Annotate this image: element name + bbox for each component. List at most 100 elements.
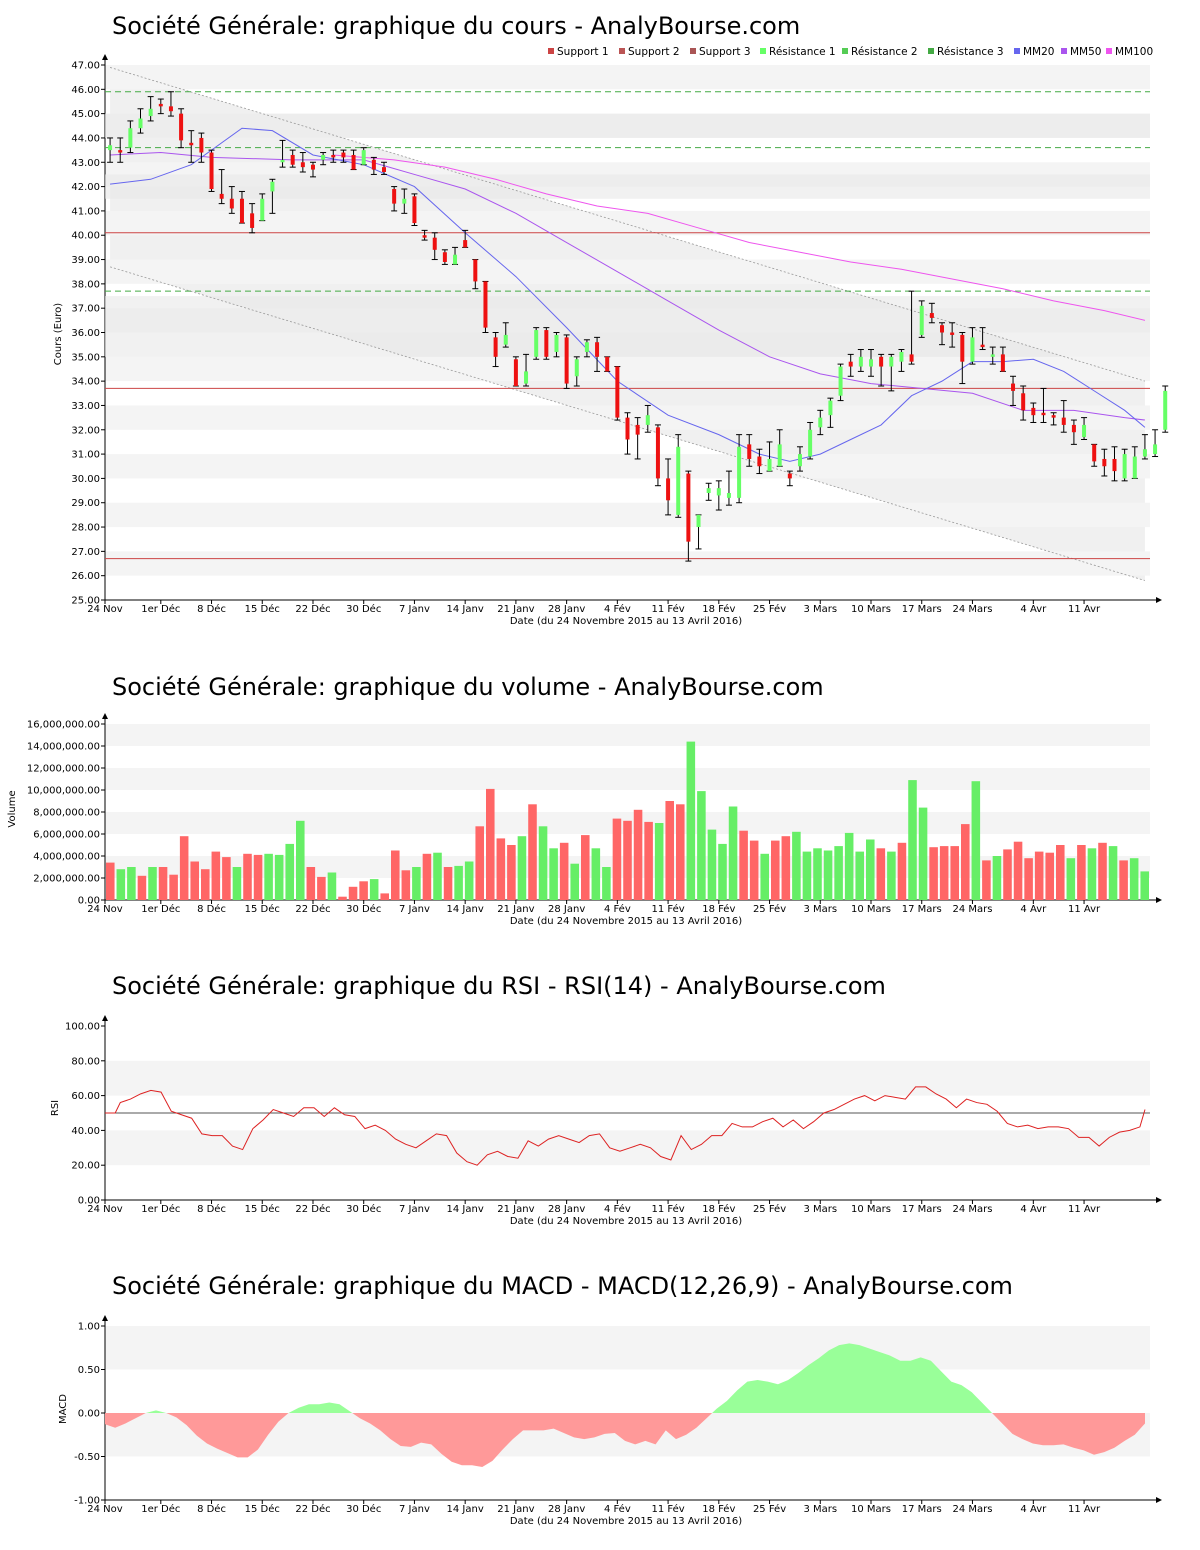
candle-body: [493, 337, 498, 357]
legend-swatch: [690, 48, 696, 54]
volume-bar: [823, 850, 833, 900]
volume-bar: [739, 830, 748, 900]
x-tick-label: 3 Mars: [803, 1204, 837, 1215]
volume-bar: [697, 791, 706, 900]
volume-bar: [1108, 846, 1118, 900]
volume-bar: [591, 848, 601, 900]
x-tick-label: 4 Fév: [604, 903, 631, 915]
volume-bar: [1087, 848, 1097, 900]
volume-bar: [749, 840, 759, 900]
candle-body: [970, 337, 975, 362]
volume-bar: [633, 809, 643, 900]
x-tick-label: 15 Déc: [245, 1203, 280, 1215]
volume-bar: [127, 867, 136, 900]
x-tick-label: 4 Fév: [604, 1503, 631, 1515]
mm100-line: [333, 154, 1146, 321]
volume-bar: [855, 851, 864, 900]
y-tick-label: -1.00: [74, 1496, 100, 1507]
volume-bar: [422, 853, 432, 900]
x-tick-label: 24 Mars: [952, 1504, 992, 1515]
y-axis-arrow: [102, 54, 108, 60]
x-tick-label: 21 Janv: [497, 604, 534, 615]
x-tick-label: 10 Mars: [851, 904, 891, 915]
legend-item: Support 1: [557, 46, 609, 58]
candle-body: [412, 196, 417, 224]
x-tick-label: 11 Avr: [1068, 904, 1101, 915]
candle-body: [453, 254, 458, 265]
candle-body: [554, 334, 559, 352]
volume-bar: [676, 804, 685, 900]
candle-body: [1132, 456, 1137, 479]
y-tick-label: 14,000,000.00: [27, 742, 100, 753]
legend-swatch: [548, 48, 554, 54]
x-axis-arrow: [1156, 597, 1162, 603]
candle-body: [960, 334, 965, 362]
plot-band: [105, 210, 1150, 236]
candle-body: [645, 415, 650, 425]
candle-body: [980, 344, 985, 348]
candle-body: [635, 424, 640, 435]
volume-bar: [317, 876, 326, 900]
volume-bar: [433, 852, 442, 900]
y-tick-label: 43.00: [71, 158, 100, 169]
candle-body: [1092, 444, 1097, 462]
candle-body: [209, 152, 214, 190]
y-tick-label: 60.00: [71, 1091, 100, 1102]
x-tick-label: 24 Nov: [87, 1204, 123, 1215]
volume-bar: [232, 867, 242, 900]
x-tick-label: 30 Déc: [346, 603, 381, 615]
candle-body: [524, 371, 529, 384]
volume-bar: [866, 839, 875, 900]
volume-bar: [918, 807, 928, 900]
x-tick-label: 18 Fév: [702, 1503, 735, 1515]
y-tick-label: 0.50: [78, 1365, 100, 1376]
macd-chart-title: Société Générale: graphique du MACD - MA…: [112, 1272, 1013, 1300]
macd-panel: -1.00 -0.50 0.00 0.50 1.00 24 Nov 1er Déc 8 Déc…: [74, 1315, 1162, 1515]
y-tick-label: 36.00: [71, 328, 100, 339]
y-tick-label: 1.00: [78, 1322, 100, 1333]
candle-body: [574, 359, 579, 377]
y-axis-arrow: [102, 1015, 108, 1021]
y-tick-label: 80.00: [71, 1056, 100, 1067]
x-tick-label: 24 Mars: [952, 1204, 992, 1215]
volume-bar: [549, 848, 558, 900]
x-tick-label: 11 Avr: [1068, 1504, 1101, 1515]
x-tick-label: 4 Avr: [1020, 604, 1047, 615]
volume-bar: [243, 853, 252, 900]
volume-bar: [802, 851, 812, 900]
candle-body: [1011, 383, 1016, 391]
x-tick-label: 30 Déc: [346, 1203, 381, 1215]
volume-bar: [148, 867, 157, 900]
y-tick-label: 40.00: [71, 1126, 100, 1137]
volume-bar: [1013, 841, 1023, 900]
volume-bar: [359, 881, 368, 900]
x-tick-label: 24 Nov: [87, 604, 123, 615]
y-tick-label: 8,000,000.00: [33, 808, 100, 819]
volume-bar: [274, 854, 284, 900]
volume-bar: [1129, 858, 1139, 900]
legend-swatch: [928, 48, 934, 54]
candle-body: [361, 150, 366, 165]
volume-bar: [179, 836, 189, 900]
plot-band: [105, 502, 1150, 528]
candle-body: [250, 213, 255, 228]
volume-bar: [1119, 860, 1128, 900]
volume-bar: [950, 846, 959, 900]
candle-body: [118, 150, 123, 153]
candle-body: [270, 181, 275, 192]
x-tick-label: 21 Janv: [497, 1504, 534, 1515]
volume-bar: [1077, 845, 1086, 900]
candle-body: [889, 356, 894, 367]
volume-bar: [559, 842, 569, 900]
x-tick-label: 7 Janv: [399, 1204, 430, 1215]
candle-body: [686, 473, 691, 542]
y-tick-label: 28.00: [71, 523, 100, 534]
volume-bar: [908, 780, 917, 900]
candle-body: [818, 417, 823, 428]
volume-bar: [253, 854, 263, 900]
candle-body: [432, 237, 437, 250]
y-tick-label: 12,000,000.00: [27, 764, 100, 775]
volume-bar: [496, 838, 506, 900]
volume-bar: [517, 836, 527, 900]
